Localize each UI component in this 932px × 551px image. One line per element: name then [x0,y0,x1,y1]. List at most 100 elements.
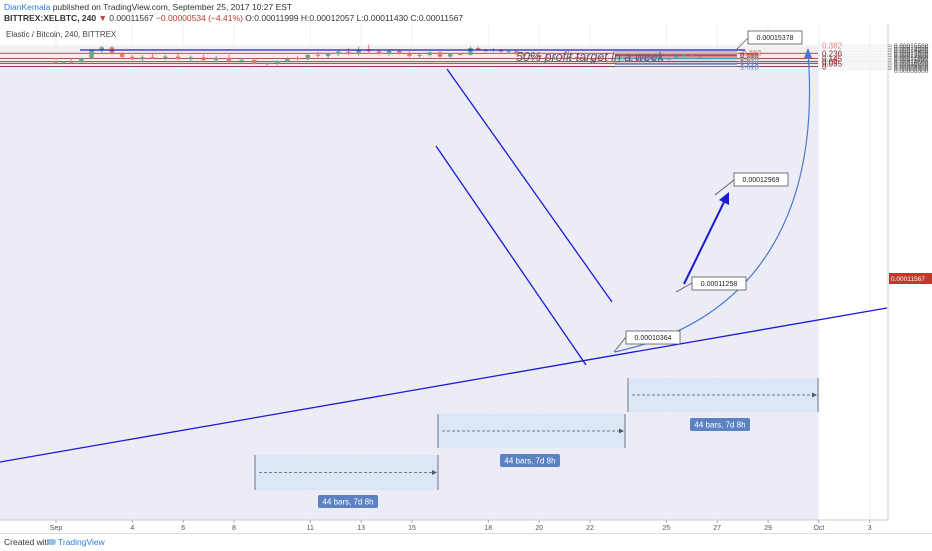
candle-body-60 [628,60,633,62]
publish-line: DianKemala published on TradingView.com,… [4,2,292,12]
y-tick-label-13: 0.00009000 [894,64,929,71]
candle-body-68 [689,55,694,57]
fib-r-label-4: 0.09 [740,51,755,60]
callout-box-1 [747,30,803,45]
chart-title: Elastic / Bitcoin, 240, BITTREX [6,30,117,39]
candle-body-7 [119,53,125,57]
candle-body-19 [264,63,270,65]
y-tick-label-2: 0.00014500 [894,46,929,53]
candle-body-8 [130,56,135,60]
price-chart[interactable]: 0.3820.2360.1450.090.0550-0.382-0.16800.… [0,24,932,533]
author-link[interactable]: DianKemala [4,2,51,12]
candle-body-24 [315,54,321,56]
candle-body-54 [582,58,588,60]
y-tick-label-0: 0.00015500 [894,43,929,50]
y-tick-label-14: 0.00008500 [894,66,929,73]
candle-body-59 [620,60,626,62]
fib-r-label-7: 0.382 [740,53,759,62]
fib-label-0: 0.382 [822,41,843,50]
x-tick-label-4: 11 [307,525,314,532]
fib-r-label-8: 0.5 [740,54,750,63]
candle-body-17 [239,59,244,62]
candle-body-66 [674,55,679,59]
candle-body-26 [336,51,341,54]
candle-body-11 [163,56,168,59]
range-label-bg-2 [690,418,750,431]
x-tick-label-12: 29 [764,525,772,532]
fib-r-label-6: 0.236 [740,52,759,61]
x-tick-label-1: 4 [130,525,134,532]
callout-box-4 [625,330,681,345]
trend-line [0,307,888,463]
y-tick-label-3: 0.00014000 [894,48,929,55]
candle-body-23 [305,54,310,60]
up-arrowhead [719,192,729,205]
symbol-label: BITTREX:XELBTC, 240 [4,13,97,23]
y-tick-label-11: 0.00010000 [894,61,929,68]
candle-body-39 [468,47,473,55]
candle-body-56 [598,60,603,62]
fib-r-label-12: 1.272 [740,59,759,68]
candle-body-10 [150,57,155,59]
range-arrowhead-0 [432,470,437,475]
candle-body-5 [99,47,104,51]
candle-body-33 [407,53,412,56]
symbol-line: BITTREX:XELBTC, 240 ▼ 0.00011567 −0.0000… [4,13,463,23]
fib-r-label-14: 1.618 [740,62,759,71]
candle-body-32 [397,50,402,54]
up-arrow [683,199,726,285]
fib-label-2: 0.145 [822,54,843,63]
range-arrowhead-1 [619,428,624,434]
range-arrowhead-2 [812,392,817,398]
candle-body-65 [666,58,672,60]
candle-body-47 [529,54,534,56]
price-change: −0.00000534 (−4.41%) [155,13,243,23]
fib-label-1: 0.236 [822,49,843,58]
candle-body-46 [521,54,527,56]
x-tick-label-10: 25 [662,525,670,532]
callout-leader-2 [714,179,735,196]
range-label-bg-0 [318,495,378,508]
down-arrow-icon: ▼ [98,13,107,23]
fib-label-5: 0 [822,62,827,71]
candle-body-27 [346,51,351,54]
candle-body-14 [201,57,206,61]
profit-target-annotation: 50% profit target in a week [516,50,665,64]
candle-body-63 [651,58,656,60]
candle-body-35 [427,52,433,55]
fib-band-4 [0,61,818,64]
fib-r-label-5: 0.145 [740,52,759,61]
y-tick-label-9: 0.00011000 [894,58,928,65]
fib-r-label-13: 1.414 [740,61,759,70]
candle-body-64 [659,58,664,60]
candle-body-55 [590,59,595,61]
candle-body-69 [697,56,702,58]
candle-body-1 [61,61,66,63]
tradingview-link[interactable]: TradingView [58,537,105,547]
x-tick-label-14: 3 [868,525,872,532]
candle-body-62 [643,59,649,61]
last-price: 0.00011567 [109,13,154,23]
x-tick-label-13: Oct [813,525,824,532]
candle-body-61 [636,60,641,62]
range-label-1: 44 bars, 7d 8h [504,457,555,466]
candle-body-57 [605,61,611,63]
candle-body-30 [376,51,382,54]
y-tick-label-6: 0.00012500 [894,53,929,60]
x-tick-label-11: 27 [713,525,721,532]
y-tick-label-10: 0.00010500 [894,60,929,67]
callout-leader-4 [613,336,627,353]
chart-header: DianKemala published on TradingView.com,… [0,0,932,24]
range-label-2: 44 bars, 7d 8h [694,421,745,430]
y-tick-label-7: 0.00012000 [894,55,929,62]
candle-body-58 [613,61,618,63]
candle-body-48 [536,54,542,58]
fib-r-label-10: 0.786 [740,56,759,65]
candle-body-50 [552,57,557,59]
candle-body-25 [325,53,331,56]
candle-body-52 [567,56,572,59]
candle-body-45 [514,51,519,55]
fib-r-label-2: 0 [740,51,744,60]
x-tick-label-0: Sep [50,525,63,532]
callout-1: 0.00015378 [757,35,794,42]
